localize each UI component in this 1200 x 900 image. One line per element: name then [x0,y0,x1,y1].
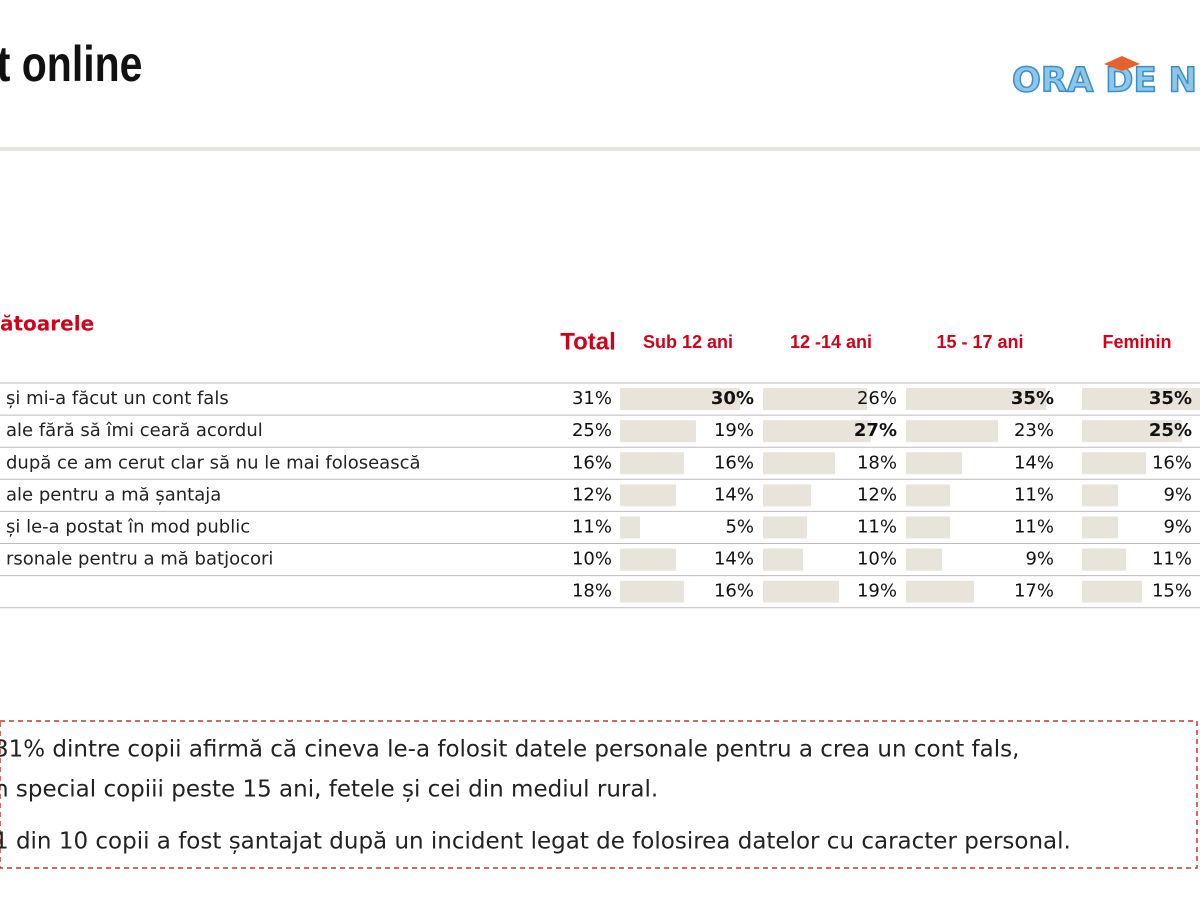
bar [1082,580,1142,603]
cell-value: 18% [857,452,897,473]
bar [620,580,684,603]
cell-value: 12% [572,484,612,505]
callout-box [0,720,1198,869]
cell-value: 11% [1014,484,1054,505]
row-label: și mi-a făcut un cont fals [6,388,229,409]
cell-value: 10% [857,549,897,570]
logo: ORA DE N [1012,61,1197,101]
cell-value: 15% [1152,581,1192,602]
cell-value: 19% [857,581,897,602]
logo-hat [1104,56,1140,71]
bar [1082,420,1182,443]
bar [763,548,803,571]
bar [620,388,740,411]
cell-value: 14% [1014,452,1054,473]
row-label: și le-a postat în mod public [6,516,250,537]
bar [906,484,950,507]
cell-value: 16% [572,452,612,473]
cell-value: 11% [857,516,897,537]
table-caption: ătoarele [0,312,94,336]
row-label: rsonale pentru a mă batjocori [6,549,273,570]
callout-text: 31% dintre copii afirmă că cineva le-a f… [0,737,1019,763]
column-header: Sub 12 ani [643,332,733,352]
cell-value: 5% [725,516,754,537]
cell-value: 17% [1014,581,1054,602]
cell-value: 23% [1014,420,1054,441]
row-label: ale fără să îmi ceară acordul [6,420,263,441]
callout-text: n special copiii peste 15 ani, fetele și… [0,777,658,803]
cell-value: 9% [1163,484,1192,505]
cell-value: 19% [714,420,754,441]
cell-value: 11% [1152,549,1192,570]
callout-text: 1 din 10 copii a fost șantajat după un i… [0,829,1071,855]
column-header: Feminin [1102,332,1171,352]
cell-value: 26% [857,388,897,409]
column-header: Total [560,328,616,355]
cell-value: 16% [714,581,754,602]
bar [763,388,867,411]
cell-value: 11% [1014,516,1054,537]
bar [1082,548,1126,571]
cell-value: 31% [572,388,612,409]
cell-value: 35% [1149,388,1192,409]
cell-value: 27% [854,420,897,441]
cell-value: 9% [1163,516,1192,537]
row-label: ale pentru a mă șantaja [6,484,221,505]
cell-value: 16% [714,452,754,473]
bar [1082,516,1118,539]
bar [763,484,811,507]
cell-value: 14% [714,549,754,570]
cell-value: 16% [1152,452,1192,473]
bar [763,452,835,475]
cell-value: 10% [572,549,612,570]
bar [906,580,974,603]
cell-value: 25% [1149,420,1192,441]
cell-value: 35% [1011,388,1054,409]
bar [620,484,676,507]
column-header: 12 -14 ani [790,332,872,352]
bar [1082,388,1200,411]
slide-title: t online [0,36,142,92]
bar [906,420,998,443]
bar [763,516,807,539]
bar [1082,452,1146,475]
bar [906,516,950,539]
header-rule [0,147,1200,151]
bar [763,580,839,603]
bar [763,420,871,443]
cell-value: 11% [572,516,612,537]
bar [1082,484,1118,507]
cell-value: 30% [711,388,754,409]
bar [620,548,676,571]
row-label: după ce am cerut clar să nu le mai folos… [6,452,421,473]
bar [906,388,1046,411]
column-header: 15 - 17 ani [936,332,1023,352]
cell-value: 25% [572,420,612,441]
bar [620,516,640,539]
cell-value: 14% [714,484,754,505]
cell-value: 12% [857,484,897,505]
bar [620,420,696,443]
bar [906,452,962,475]
cell-value: 9% [1025,549,1054,570]
bar [620,452,684,475]
bar [906,548,942,571]
cell-value: 18% [572,581,612,602]
